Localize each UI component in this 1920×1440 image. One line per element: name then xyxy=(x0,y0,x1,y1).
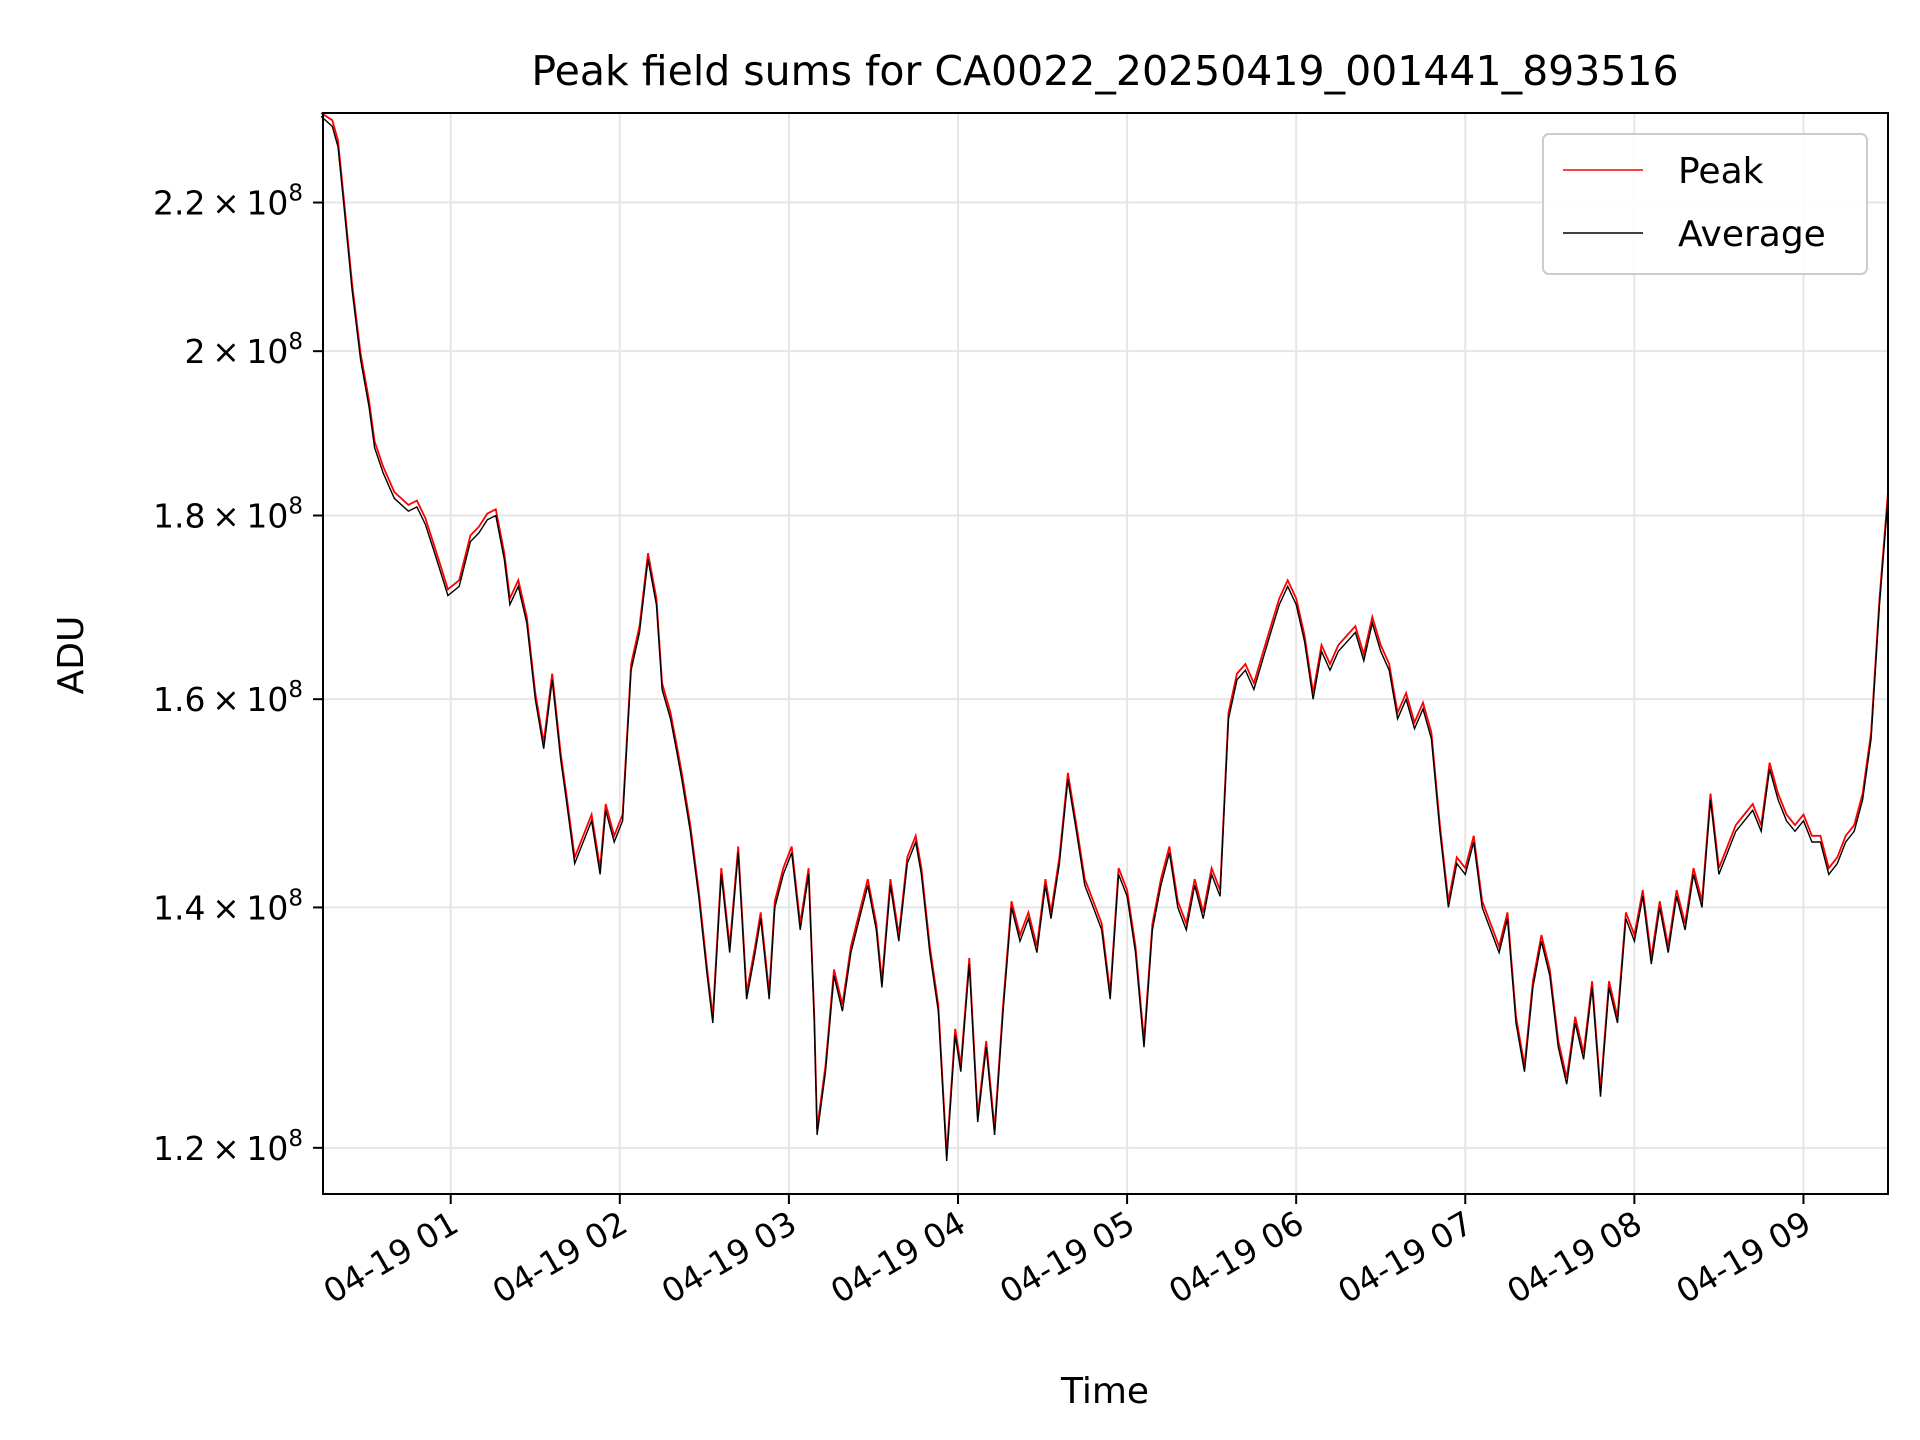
average-series-line xyxy=(320,115,1889,1161)
legend-box xyxy=(1542,133,1868,275)
plot-frame xyxy=(322,112,1889,1195)
y-tick-label: 1.4 × 108 xyxy=(153,885,303,927)
y-tick-label: 2 × 108 xyxy=(185,329,303,371)
y-tick-label: 1.6 × 108 xyxy=(153,677,303,719)
y-tick-label: 1.2 × 108 xyxy=(153,1126,303,1168)
y-tick-label: 2.2 × 108 xyxy=(153,181,303,223)
x-axis-title: Time xyxy=(1060,1371,1149,1412)
chart-title: Peak field sums for CA0022_20250419_0014… xyxy=(531,47,1678,95)
y-tick-label: 1.8 × 108 xyxy=(153,493,303,535)
legend-average-label: Average xyxy=(1678,214,1826,255)
legend: Peak Average xyxy=(1542,133,1868,275)
y-axis-title: ADU xyxy=(51,616,92,695)
legend-peak-label: Peak xyxy=(1678,151,1764,192)
y-axis: 1.2 × 108 1.4 × 108 1.6 × 108 1.8 × 108 2 × … xyxy=(153,181,323,1168)
series-layer xyxy=(320,112,1889,1161)
grid xyxy=(323,113,1888,1194)
